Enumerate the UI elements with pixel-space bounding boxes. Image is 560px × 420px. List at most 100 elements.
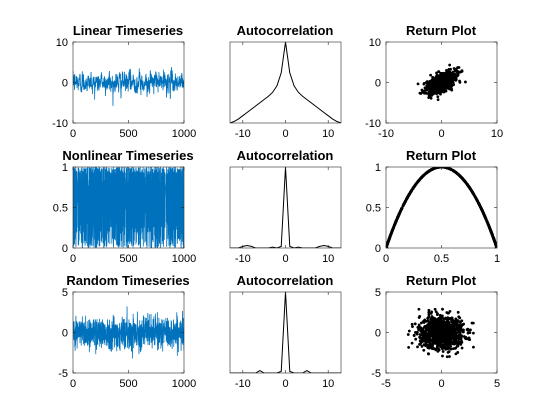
- scatter-point: [441, 350, 445, 353]
- scatter-point: [434, 329, 438, 333]
- scatter-point: [455, 171, 459, 175]
- x-tick-label: -5: [381, 378, 391, 390]
- scatter-point: [435, 346, 439, 350]
- x-tick-label: 5: [494, 378, 500, 390]
- scatter-point: [444, 340, 448, 344]
- scatter-point: [434, 88, 437, 92]
- x-tick-label: 0: [438, 378, 444, 390]
- scatter-point: [483, 214, 487, 218]
- scatter-point: [426, 352, 430, 356]
- x-tick-label: 1000: [172, 128, 196, 140]
- scatter-point: [394, 220, 398, 223]
- scatter-point: [420, 88, 424, 92]
- scatter-point: [462, 179, 466, 182]
- plot-area-5: -10 0 10: [229, 166, 342, 265]
- scatter-point: [442, 167, 446, 169]
- scatter-point: [428, 92, 432, 96]
- scatter-point: [449, 347, 453, 351]
- scatter-point: [396, 215, 400, 219]
- scatter-point: [387, 238, 391, 242]
- scatter-point: [459, 328, 463, 332]
- scatter-point: [416, 345, 419, 349]
- scatter-point: [411, 325, 414, 328]
- y-tick-label: 0.5: [366, 203, 381, 215]
- scatter-point: [418, 91, 422, 95]
- scatter-point: [418, 339, 422, 343]
- scatter-points: [406, 307, 475, 359]
- x-tick-label: 0: [383, 253, 389, 265]
- scatter-point: [426, 325, 430, 329]
- scatter-point: [389, 234, 392, 237]
- scatter-point: [432, 85, 436, 88]
- scatter-point: [440, 90, 444, 94]
- scatter-point: [438, 313, 442, 317]
- scatter-point: [494, 243, 497, 247]
- scatter-point: [445, 311, 449, 314]
- plot-area-7: 0 500 1000-505: [58, 287, 196, 390]
- scatter-point: [414, 331, 417, 334]
- scatter-point: [433, 338, 437, 342]
- scatter-point: [430, 333, 434, 337]
- scatter-point: [386, 243, 389, 247]
- scatter-point: [441, 83, 445, 87]
- scatter-point: [472, 345, 475, 349]
- x-tick-label: 0.5: [434, 253, 449, 265]
- scatter-point: [433, 316, 436, 320]
- plot-area-3: -10 0 10 -10 0 10: [365, 37, 503, 140]
- scatter-point: [427, 310, 431, 314]
- scatter-point: [431, 326, 435, 330]
- scatter-point: [397, 212, 401, 216]
- scatter-point: [408, 192, 411, 196]
- series-line: [73, 306, 184, 359]
- y-tick-label: 10: [56, 37, 68, 49]
- y-tick-label: -5: [371, 368, 381, 380]
- scatter-point: [443, 74, 447, 78]
- scatter-point: [435, 71, 438, 75]
- subplot-return-plot-2: Return Plot: [406, 148, 477, 163]
- scatter-point: [430, 310, 434, 314]
- subplot-autocorrelation-1: Autocorrelation: [237, 23, 334, 38]
- plot-area-9: -5 0 5 -5 0 5: [371, 287, 500, 390]
- x-tick-label: -10: [378, 128, 394, 140]
- subplot-autocorrelation-2: Autocorrelation: [237, 148, 334, 163]
- x-tick-label: 10: [322, 378, 334, 390]
- scatter-points: [416, 63, 467, 102]
- scatter-point: [460, 69, 464, 73]
- scatter-point: [420, 330, 424, 334]
- scatter-point: [434, 167, 438, 170]
- scatter-point: [454, 352, 458, 356]
- scatter-point: [421, 175, 424, 178]
- scatter-point: [436, 312, 439, 316]
- scatter-point: [459, 324, 463, 328]
- subplot-linear-timeseries: Linear Timeseries: [73, 23, 183, 38]
- scatter-point: [447, 167, 451, 170]
- scatter-point: [458, 331, 462, 335]
- plot-area-4: 0 500 1000 0 0.5 1: [53, 162, 197, 265]
- y-tick-label: 1: [375, 162, 381, 174]
- scatter-point: [431, 75, 435, 79]
- scatter-point: [419, 326, 422, 330]
- scatter-points: [386, 167, 497, 248]
- scatter-point: [457, 315, 461, 319]
- scatter-point: [416, 82, 420, 86]
- scatter-point: [452, 76, 456, 80]
- scatter-point: [435, 327, 438, 331]
- scatter-point: [450, 77, 453, 81]
- x-tick-label: 500: [119, 128, 137, 140]
- scatter-point: [465, 182, 468, 185]
- scatter-point: [420, 321, 423, 325]
- scatter-point: [422, 348, 426, 352]
- autocorrelation-line: [230, 42, 341, 123]
- scatter-point: [425, 343, 429, 347]
- title-autocorrelation-2: Autocorrelation: [237, 148, 334, 163]
- x-tick-label: 10: [322, 128, 334, 140]
- scatter-point: [422, 334, 426, 337]
- scatter-point: [448, 309, 452, 313]
- scatter-point: [447, 87, 451, 91]
- scatter-point: [440, 316, 444, 320]
- scatter-point: [437, 87, 441, 91]
- scatter-point: [446, 321, 450, 325]
- y-tick-label: -10: [52, 118, 68, 130]
